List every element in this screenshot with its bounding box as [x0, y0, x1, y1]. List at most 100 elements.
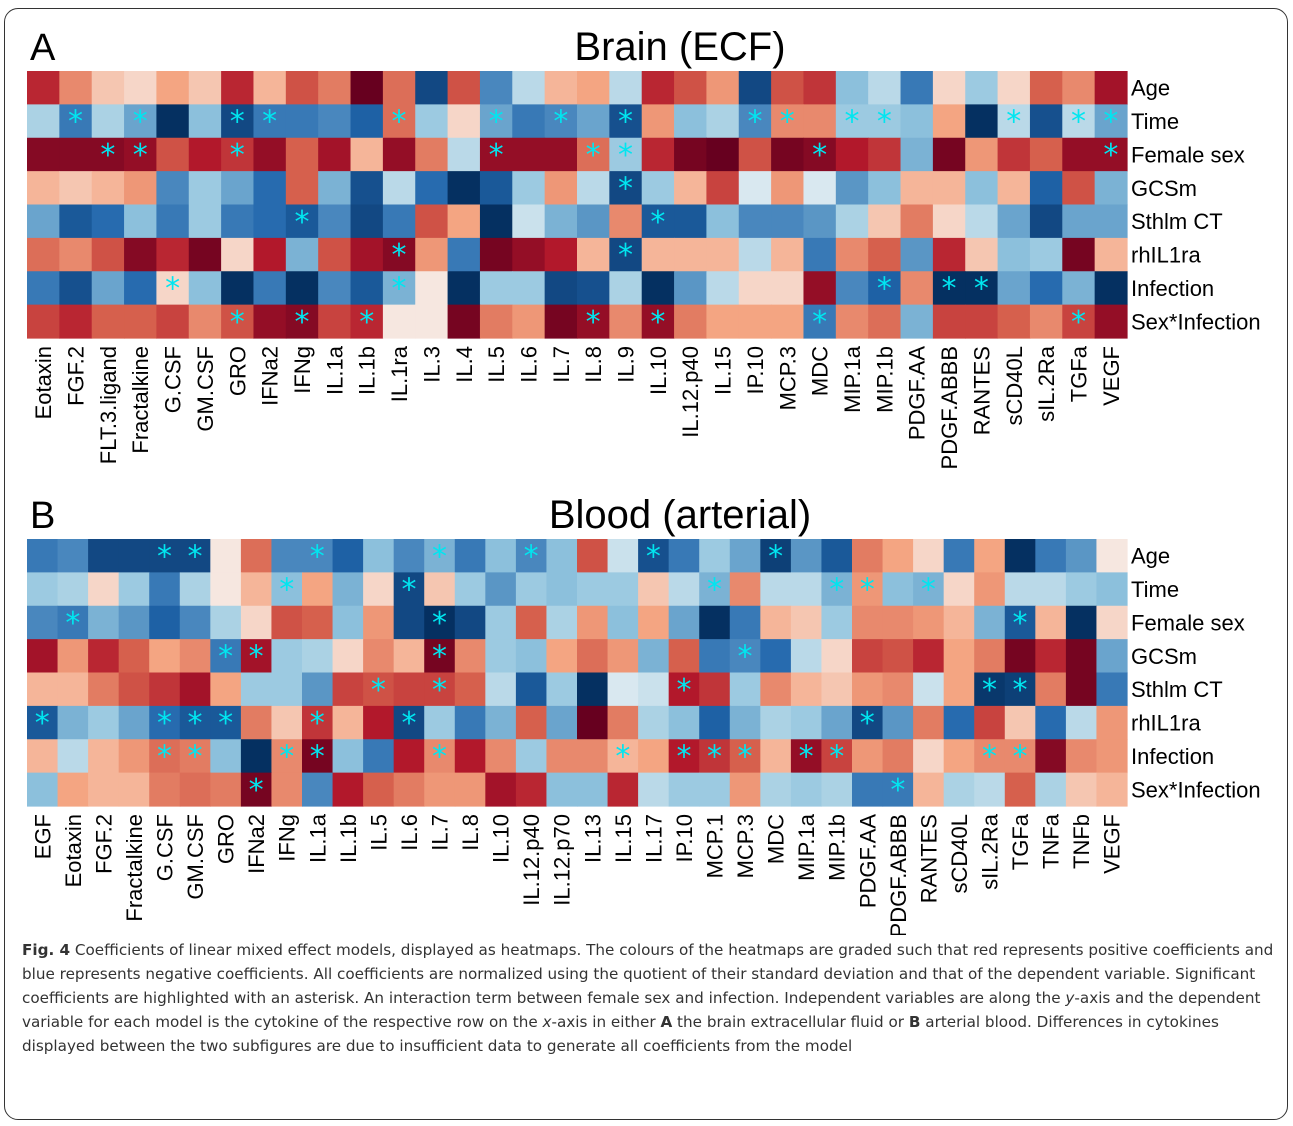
column-label: G.CSF	[153, 814, 178, 881]
caption-x-axis: x	[542, 1013, 552, 1031]
significance-asterisk: *	[310, 740, 325, 775]
heatmap-cell	[577, 739, 609, 774]
heatmap-cell	[1029, 204, 1063, 239]
heatmap-cell	[974, 672, 1006, 707]
significance-asterisk: *	[890, 773, 905, 808]
heatmap-cell	[821, 639, 853, 674]
figure-caption: Fig. 4 Coefficients of linear mixed effe…	[22, 938, 1277, 1058]
heatmap-cell	[350, 137, 384, 172]
heatmap-cell	[512, 171, 546, 206]
heatmap-cell	[638, 605, 670, 640]
heatmap-cell	[607, 772, 639, 807]
heatmap-cell	[363, 572, 395, 607]
heatmap-cell	[760, 705, 792, 740]
heatmap-cell	[485, 772, 517, 807]
heatmap-cell	[382, 304, 416, 339]
heatmap-cell	[424, 639, 456, 674]
heatmap-cell	[1029, 104, 1063, 139]
heatmap-cell	[641, 271, 675, 306]
heatmap-cell	[415, 171, 449, 206]
heatmap-cell	[790, 672, 823, 707]
heatmap-cell	[641, 137, 675, 172]
heatmap-cell	[91, 71, 125, 105]
heatmap-cell	[188, 137, 222, 172]
heatmap-cell	[240, 672, 273, 707]
heatmap-cell	[447, 271, 481, 306]
heatmap-cell	[515, 572, 548, 607]
heatmap-cell	[415, 71, 449, 105]
heatmap-cell	[332, 539, 364, 573]
heatmap-cell	[803, 204, 837, 239]
heatmap-cell	[852, 605, 884, 640]
heatmap-cell	[393, 705, 425, 740]
heatmap-cell	[454, 605, 486, 640]
heatmap-cell	[1065, 672, 1098, 707]
heatmap-cell	[943, 672, 975, 707]
heatmap-cell	[318, 304, 352, 339]
significance-asterisk: *	[310, 706, 325, 741]
heatmap-cell	[790, 572, 823, 607]
heatmap-cell	[221, 271, 255, 306]
heatmap-cell	[668, 772, 700, 807]
significance-asterisk: *	[295, 305, 310, 340]
heatmap-cell	[607, 539, 639, 573]
heatmap-cell	[546, 672, 578, 707]
heatmap-cell	[900, 171, 934, 206]
column-label: IL.13	[580, 814, 605, 863]
significance-asterisk: *	[942, 272, 957, 307]
heatmap-cell	[302, 705, 334, 740]
heatmap-cell	[1065, 639, 1098, 674]
significance-asterisk: *	[392, 105, 407, 140]
heatmap-cell	[965, 237, 999, 272]
heatmap-cell	[350, 204, 384, 239]
heatmap-cell	[454, 572, 486, 607]
heatmap-cell	[729, 739, 761, 774]
column-label: IP.10	[743, 346, 768, 395]
significance-asterisk: *	[780, 105, 795, 140]
heatmap-cell	[546, 772, 578, 807]
heatmap-cell	[668, 639, 700, 674]
significance-asterisk: *	[1103, 138, 1118, 173]
column-label: sIL.2Ra	[1034, 345, 1059, 422]
heatmap-cell	[852, 772, 884, 807]
heatmap-cell	[997, 137, 1031, 172]
heatmap-cell	[302, 772, 334, 807]
heatmap-cell	[835, 271, 869, 306]
panel-title: Brain (ECF)	[574, 25, 785, 69]
heatmap-cell	[210, 705, 242, 740]
column-label: RANTES	[969, 346, 994, 435]
heatmap-cell	[932, 237, 966, 272]
heatmap-cell	[668, 605, 700, 640]
column-label: IL.1ra	[387, 345, 412, 402]
heatmap-cell	[932, 104, 966, 139]
heatmap-cell	[253, 71, 287, 105]
heatmap-cell	[188, 71, 222, 105]
heatmap-cell	[240, 772, 273, 807]
heatmap-cell	[699, 772, 731, 807]
heatmap-cell	[821, 739, 853, 774]
significance-asterisk: *	[553, 105, 568, 140]
heatmap-cell	[1029, 304, 1063, 339]
column-label: MCP.3	[733, 814, 758, 878]
heatmap-cell	[674, 71, 708, 105]
heatmap-cell	[913, 572, 945, 607]
heatmap-cell	[1035, 605, 1067, 640]
heatmap-cell	[221, 71, 255, 105]
heatmap-cell	[363, 539, 395, 573]
heatmap-cell	[512, 71, 546, 105]
heatmap-cell	[221, 137, 255, 172]
column-label: IL.5	[484, 346, 509, 383]
heatmap-cell	[415, 304, 449, 339]
caption-text-2: -axis and the dependent variable for eac…	[22, 989, 1261, 1031]
heatmap-cell	[1062, 204, 1096, 239]
heatmap-cell	[515, 639, 548, 674]
heatmap-cell	[124, 271, 158, 306]
heatmap-cell	[577, 539, 609, 573]
heatmap-cell	[27, 772, 59, 807]
significance-asterisk: *	[310, 539, 325, 574]
heatmap-cell	[512, 304, 546, 339]
heatmap-cell	[318, 204, 352, 239]
column-label: MDC	[808, 346, 833, 396]
heatmap-cell	[447, 171, 481, 206]
heatmap-cell	[1094, 137, 1128, 172]
